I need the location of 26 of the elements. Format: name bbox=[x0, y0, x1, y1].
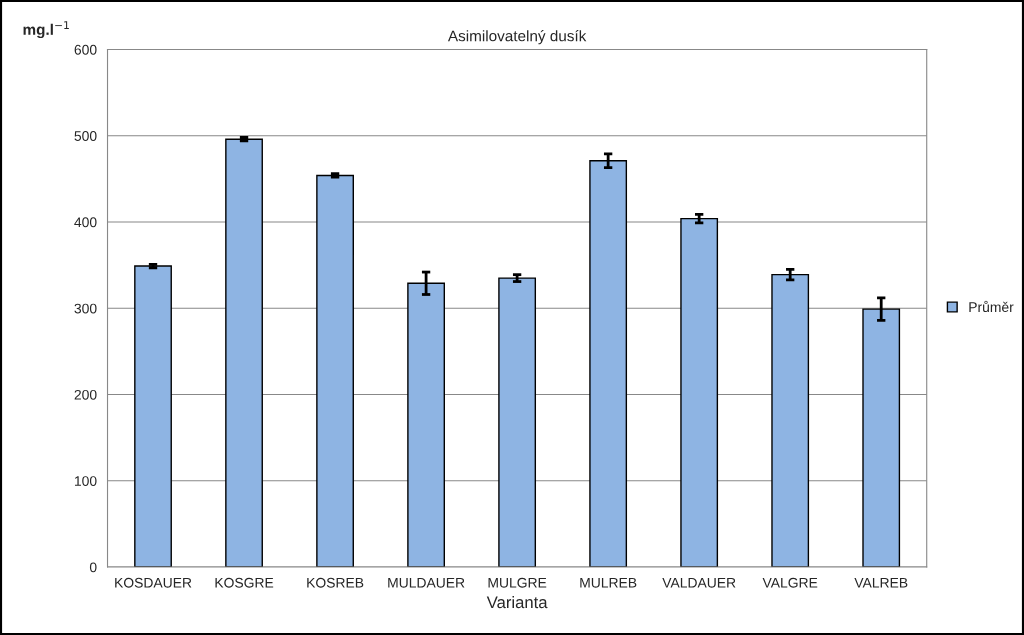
bar bbox=[771, 273, 810, 568]
y-tick-label: 200 bbox=[74, 389, 97, 400]
x-tick-label: KOSREB bbox=[307, 577, 364, 588]
x-tick-label: KOSDAUER bbox=[115, 577, 192, 588]
chart-title: Asimilovatelný dusík bbox=[447, 29, 587, 45]
bar bbox=[134, 265, 172, 568]
y-tick-label: 500 bbox=[74, 131, 97, 141]
x-tick-label: VALREB bbox=[854, 577, 908, 588]
x-tick-label: MULDAUER bbox=[388, 577, 465, 588]
y-tick-label: 400 bbox=[74, 217, 97, 228]
x-tick-label: MULGRE bbox=[488, 577, 547, 588]
y-tick-label: 100 bbox=[74, 476, 97, 486]
y-tick-label: 0 bbox=[89, 562, 97, 573]
bar bbox=[225, 138, 263, 568]
x-tick-label: VALDAUER bbox=[662, 577, 736, 588]
bar bbox=[316, 174, 354, 568]
x-tick-label: MULREB bbox=[580, 577, 637, 588]
y-axis-title: mg.l$^{−1}$ bbox=[23, 21, 69, 39]
bar bbox=[680, 217, 719, 568]
x-tick-label: VALGRE bbox=[762, 577, 818, 588]
bar bbox=[498, 277, 537, 568]
y-tick-label: 300 bbox=[74, 303, 97, 314]
x-tick-label: KOSGRE bbox=[215, 577, 274, 588]
y-tick-label: 600 bbox=[74, 44, 97, 55]
x-axis-title: Varianta bbox=[486, 595, 548, 609]
legend-label: Průměr bbox=[969, 300, 1014, 313]
